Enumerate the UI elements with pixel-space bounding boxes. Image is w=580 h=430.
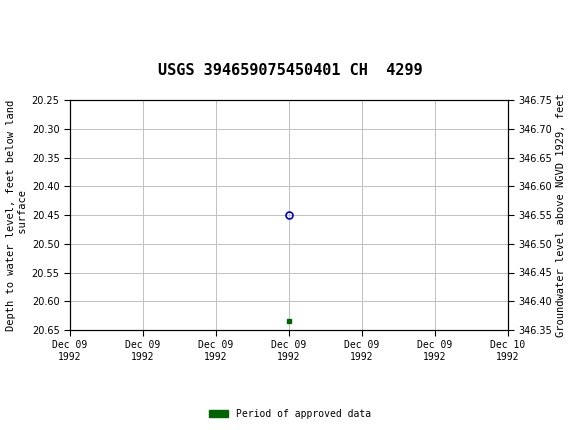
Text: ≡USGS: ≡USGS (9, 9, 63, 27)
Y-axis label: Groundwater level above NGVD 1929, feet: Groundwater level above NGVD 1929, feet (556, 93, 567, 337)
Text: USGS 394659075450401 CH  4299: USGS 394659075450401 CH 4299 (158, 63, 422, 78)
Legend: Period of approved data: Period of approved data (205, 405, 375, 423)
Y-axis label: Depth to water level, feet below land
 surface: Depth to water level, feet below land su… (6, 99, 27, 331)
